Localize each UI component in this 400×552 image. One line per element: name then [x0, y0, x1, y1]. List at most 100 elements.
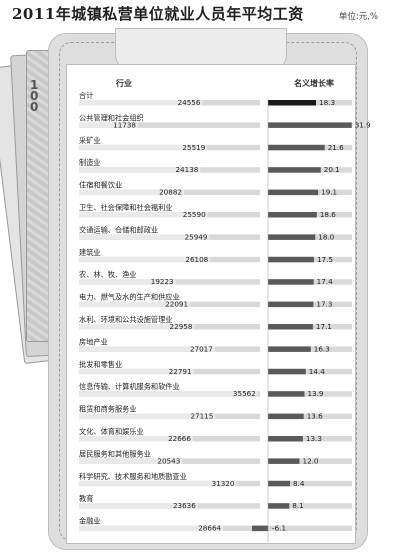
growth-bar [251, 525, 268, 532]
growth-value-label: 17.1 [316, 322, 332, 331]
growth-value-label: 17.5 [317, 255, 333, 264]
wage-bar [79, 301, 191, 308]
wage-value-label: 24138 [175, 165, 198, 174]
industry-label: 农、林、牧、渔业 [79, 270, 137, 279]
growth-value-label: 8.1 [292, 501, 303, 510]
wage-bar [79, 100, 203, 106]
industry-label: 制造业 [79, 158, 101, 167]
growth-value-label: 31.9 [355, 120, 371, 129]
industry-label: 金融业 [79, 517, 101, 526]
industry-label: 电力、燃气及水的生产和供应业 [79, 293, 180, 302]
wage-bar [79, 279, 176, 285]
growth-value-label: 16.3 [314, 344, 330, 353]
wage-value-label: 22666 [168, 434, 191, 443]
wage-value-label: 28664 [198, 524, 221, 533]
growth-bar [268, 234, 316, 240]
wage-value-label: 23636 [173, 501, 196, 510]
industry-label: 科学研究、技术服务和地质勘查业 [79, 472, 187, 481]
wage-value-label: 20882 [159, 188, 182, 197]
industry-label: 建筑业 [79, 248, 101, 257]
wage-bar [79, 391, 258, 397]
wage-value-label: 19223 [151, 277, 174, 286]
growth-value-label: 18.3 [319, 98, 335, 107]
growth-track [268, 480, 352, 487]
growth-value-label: 13.6 [307, 412, 323, 421]
growth-bar [268, 368, 306, 375]
growth-track [268, 458, 352, 464]
growth-value-label: 14.4 [309, 367, 325, 376]
wage-bar [79, 122, 139, 128]
growth-bar [268, 324, 313, 330]
wage-bar [79, 368, 194, 375]
growth-value-label: 13.9 [307, 389, 323, 398]
wage-value-label: 26108 [185, 255, 208, 264]
industry-label: 卫生、社会保障和社会福利业 [79, 203, 172, 212]
wage-bar [79, 436, 193, 442]
growth-track [268, 391, 352, 397]
wage-value-label: 20543 [157, 456, 180, 465]
industry-label: 批发和零售业 [79, 360, 122, 369]
chart-title: 2011年城镇私营单位就业人员年平均工资 [12, 5, 304, 23]
growth-track [268, 413, 352, 420]
wage-bar [79, 458, 183, 464]
wage-value-label: 25949 [185, 232, 208, 241]
wage-value-label: 31320 [212, 479, 235, 488]
growth-value-label: 18.0 [318, 232, 334, 241]
industry-label: 采矿业 [79, 136, 101, 145]
industry-label: 公共管理和社会组织 [79, 113, 144, 122]
growth-track [268, 368, 352, 375]
wage-value-label: 27115 [190, 412, 213, 421]
wage-value-label: 27017 [190, 344, 213, 353]
growth-value-label: 8.4 [293, 479, 305, 488]
growth-bar [268, 122, 352, 128]
growth-bar [268, 436, 303, 442]
growth-value-label: 20.1 [324, 165, 340, 174]
growth-track [268, 436, 352, 442]
wage-value-label: 35562 [233, 389, 256, 398]
growth-value-label: 13.3 [306, 434, 322, 443]
industry-label: 水利、环境和公共设施管理业 [79, 315, 172, 324]
header-industry: 行业 [116, 79, 132, 88]
growth-value-label: 17.3 [316, 300, 332, 309]
wage-bar [79, 525, 224, 532]
industry-label: 信息传输、计算机服务和软件业 [79, 382, 180, 391]
growth-bar [268, 144, 325, 151]
growth-bar [268, 346, 311, 352]
wage-bar [79, 167, 201, 173]
wage-value-label: 25519 [182, 143, 205, 152]
growth-value-label: -6.1 [272, 524, 286, 533]
wage-bar [79, 256, 211, 263]
wage-bar [79, 413, 216, 420]
growth-bar [268, 212, 317, 218]
wage-track [79, 122, 260, 128]
industry-label: 合计 [79, 91, 93, 100]
wage-value-label: 22791 [169, 367, 192, 376]
header-growth: 名义增长率 [294, 79, 334, 88]
wage-bar [79, 346, 215, 352]
wage-bar [79, 503, 198, 509]
wage-value-label: 25590 [183, 210, 206, 219]
industry-label: 住宿和餐饮业 [79, 181, 122, 190]
industry-label: 房地产业 [79, 337, 108, 346]
wage-value-label: 11738 [113, 120, 136, 129]
growth-bar [268, 413, 304, 420]
growth-bar [268, 256, 314, 263]
growth-bar [268, 167, 321, 173]
wage-value-label: 22958 [170, 322, 193, 331]
industry-label: 居民服务和其他服务业 [79, 449, 151, 458]
growth-bar [268, 301, 314, 308]
industry-label: 文化、体育和娱乐业 [79, 427, 144, 436]
industry-label: 教育 [79, 494, 93, 503]
growth-bar [268, 503, 290, 509]
wage-bar [79, 189, 184, 196]
growth-value-label: 12.0 [303, 456, 319, 465]
unit-label: 单位:元,% [338, 12, 378, 22]
industry-label: 租赁和商务服务业 [79, 405, 137, 414]
growth-value-label: 19.1 [321, 188, 337, 197]
growth-track [268, 503, 352, 509]
industry-label: 交通运输、仓储和邮政业 [79, 225, 158, 234]
banknote-denomination: 100 [30, 78, 39, 114]
growth-bar [268, 391, 305, 397]
growth-bar [268, 458, 300, 464]
growth-bar [268, 279, 314, 285]
